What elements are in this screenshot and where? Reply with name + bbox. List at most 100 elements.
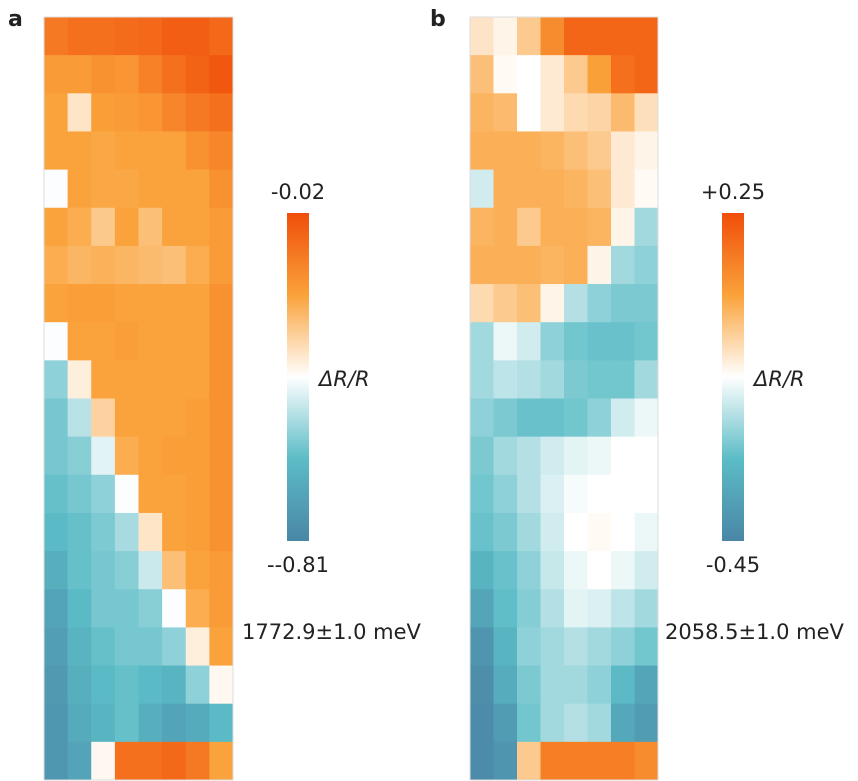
heatmap-cell [138,398,163,438]
heatmap-cell [114,93,139,132]
heatmap-cell [470,741,494,781]
heatmap-cell [185,360,210,399]
panel-label: b [430,7,446,32]
heatmap-cell [162,627,187,667]
heatmap-cell [540,398,565,438]
heatmap-cell [540,245,565,285]
heatmap-cell [634,741,659,781]
heatmap-cell [114,512,139,552]
heatmap-cell [44,17,69,56]
colorbar-tick-label: -0.45 [706,553,760,577]
heatmap-cell [587,741,612,781]
heatmap-cell [209,169,234,209]
heatmap-cell [587,17,612,56]
heatmap-cell [44,627,69,667]
heatmap-cell [44,245,69,285]
heatmap-cell [564,360,588,399]
heatmap-cell [493,207,518,247]
heatmap-cell [209,17,234,56]
heatmap-cell [185,169,210,209]
heatmap-cell [634,665,659,705]
heatmap-cell [185,665,210,705]
heatmap-cell [540,474,565,514]
heatmap-cell [91,245,116,285]
heatmap-cell [67,284,92,323]
heatmap-cell [493,703,518,743]
heatmap-cell [540,322,565,361]
heatmap-cell [493,169,518,209]
heatmap-cell [185,703,210,743]
heatmap-cell [540,55,565,94]
heatmap-cell [209,512,234,552]
heatmap-cell [587,436,612,476]
heatmap-cell [209,741,234,781]
heatmap-cell [564,284,588,323]
heatmap-cell [67,627,92,667]
heatmap-cell [540,169,565,209]
heatmap-cell [114,551,139,590]
heatmap-cell [611,474,635,514]
heatmap-cell [114,436,139,476]
heatmap-cell [91,589,116,628]
colorbar-tick-label: -0.02 [271,180,325,204]
heatmap-cell [470,245,494,285]
heatmap-cell [587,627,612,667]
heatmap-cell [634,512,659,552]
heatmap-cell [564,322,588,361]
heatmap-cell [611,93,635,132]
heatmap-cell [517,169,541,209]
heatmap-cell [209,93,234,132]
heatmap-cell [587,93,612,132]
heatmap-cell [587,551,612,590]
heatmap-cell [138,703,163,743]
heatmap-cell [517,512,541,552]
heatmap-cell [634,360,659,399]
heatmap-cell [209,245,234,285]
heatmap-cell [162,17,187,56]
heatmap-cell [138,245,163,285]
annotation: 1772.9±1.0 meV [242,620,422,644]
heatmap-cell [493,284,518,323]
heatmap-cell [611,169,635,209]
heatmap-cell [517,551,541,590]
heatmap-cell [114,398,139,438]
heatmap-cell [91,55,116,94]
heatmap-cell [564,55,588,94]
heatmap-cell [517,627,541,667]
heatmap-cell [493,551,518,590]
heatmap-cell [162,474,187,514]
heatmap-cell [67,55,92,94]
heatmap-cell [470,551,494,590]
heatmap-cell [540,131,565,171]
heatmap-cell [44,551,69,590]
heatmap-cell [517,360,541,399]
heatmap-cell [138,627,163,667]
heatmap-cell [67,17,92,56]
heatmap-cell [138,17,163,56]
heatmap-cell [114,207,139,247]
heatmap-cell [587,55,612,94]
heatmap-cell [587,245,612,285]
heatmap-cell [162,436,187,476]
heatmap-cell [634,17,659,56]
heatmap-cell [185,17,210,56]
heatmap-cell [517,284,541,323]
heatmap-cell [611,703,635,743]
heatmap-cell [493,55,518,94]
heatmap-cell [185,551,210,590]
heatmap-cell [587,131,612,171]
heatmap-cell [114,284,139,323]
heatmap-cell [209,207,234,247]
heatmap-cell [517,93,541,132]
heatmap-cell [91,703,116,743]
heatmap-cell [44,436,69,476]
heatmap-cell [564,93,588,132]
heatmap-cell [209,703,234,743]
heatmap-cell [91,512,116,552]
heatmap-cell [493,436,518,476]
heatmap-cell [564,665,588,705]
heatmap-cell [517,741,541,781]
heatmap-cell [587,474,612,514]
heatmap-cell [67,131,92,171]
heatmap-cell [162,360,187,399]
